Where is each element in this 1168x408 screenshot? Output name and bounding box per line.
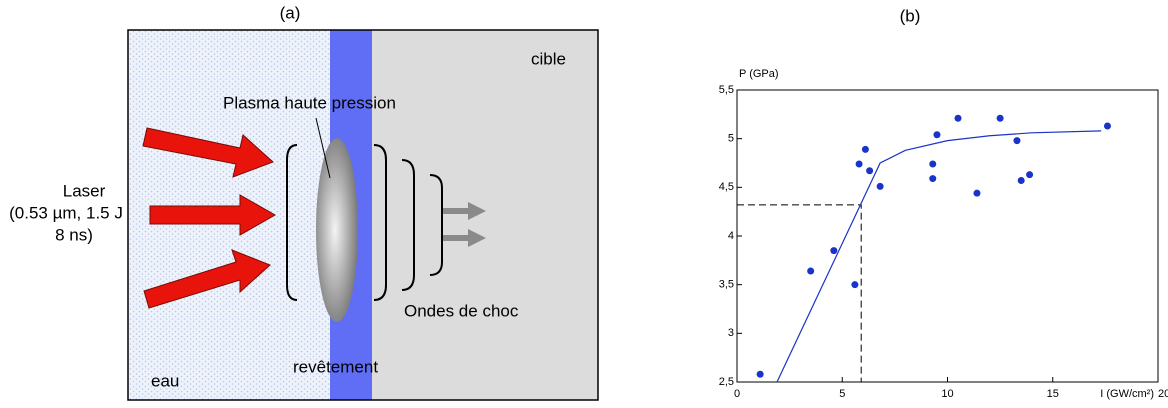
gray-arrows: [443, 202, 486, 247]
x-tick-label: 20: [1158, 388, 1168, 400]
plot-frame: [736, 89, 1159, 383]
y-axis-label: P (GPa): [739, 68, 779, 80]
panel-label: (a): [280, 3, 301, 22]
data-point: [861, 145, 869, 153]
data-point: [851, 281, 859, 289]
data-point: [1103, 122, 1111, 130]
y-tick-label: 5: [728, 133, 734, 145]
data-point: [954, 114, 962, 122]
target-region: [372, 30, 598, 400]
y-tick-label: 3: [728, 327, 734, 339]
laser-arrows: [142, 127, 277, 309]
x-tick-label: 15: [1047, 388, 1059, 400]
water-label: eau: [151, 371, 179, 390]
y-tick-label: 4,5: [719, 181, 734, 193]
laser-label: 8 ns): [55, 225, 93, 244]
data-point: [929, 175, 937, 183]
data-point: [929, 160, 937, 168]
data-point: [933, 131, 941, 139]
reference-line: [737, 204, 862, 382]
plasma-label: Plasma haute pression: [223, 93, 396, 112]
data-point: [973, 189, 981, 197]
chart-title: (b): [900, 6, 921, 25]
x-tick-label: 0: [734, 388, 740, 400]
chart: (b) 2,5 3 3,5 4 4,5 5 5,5 0 5 10 15 20 P (GPa) I (GW/c…: [719, 6, 1168, 399]
laser-label: (0.53 µm, 1.5 J: [9, 203, 123, 222]
data-point: [807, 267, 815, 275]
target-label: cible: [531, 49, 566, 68]
data-point: [855, 160, 863, 168]
data-point: [1013, 137, 1021, 145]
x-tick-label: 5: [839, 388, 845, 400]
x-axis-label: I (GW/cm²): [1100, 388, 1154, 400]
y-tick-label: 4: [728, 230, 734, 242]
waves-label: Ondes de choc: [404, 301, 519, 320]
fit-line: [776, 130, 1102, 383]
data-point: [996, 114, 1004, 122]
data-point: [830, 247, 838, 255]
y-tick-label: 5,5: [719, 84, 734, 96]
coating-label: revêtement: [293, 357, 378, 376]
data-point: [1026, 171, 1034, 179]
plasma: [316, 138, 358, 322]
y-tick-label: 3,5: [719, 279, 734, 291]
diagram: (a) cible Plasma haute pression Laser (0…: [9, 3, 599, 401]
y-tick-label: 2,5: [719, 376, 734, 388]
pointer: [315, 117, 331, 179]
frame: [127, 29, 599, 401]
data-point: [866, 167, 874, 175]
data-point: [756, 370, 764, 378]
wave-brackets: [286, 144, 443, 301]
laser-label: Laser: [63, 181, 106, 200]
x-tick-label: 10: [941, 388, 953, 400]
data-point: [876, 182, 884, 190]
data-point: [1017, 177, 1025, 185]
